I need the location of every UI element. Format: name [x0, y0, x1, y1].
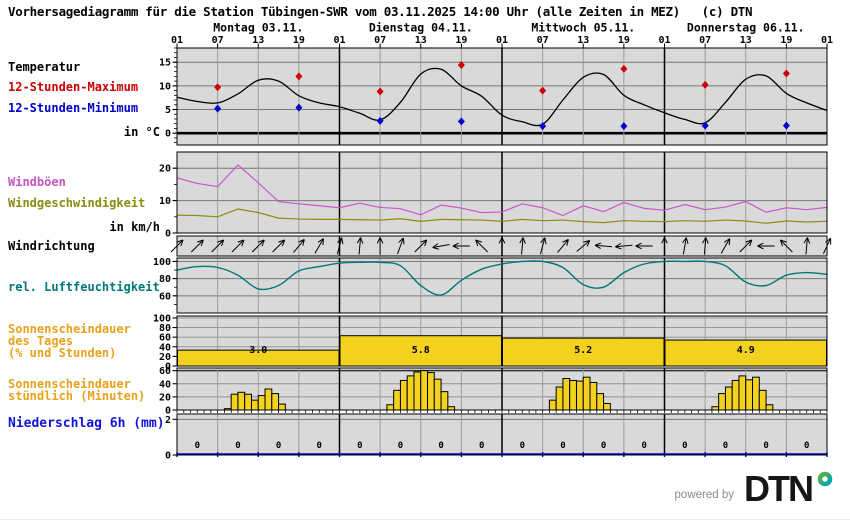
svg-text:13: 13 [740, 35, 752, 46]
svg-text:0: 0 [235, 441, 240, 451]
svg-text:100: 100 [153, 313, 171, 324]
svg-text:0: 0 [165, 229, 171, 240]
svg-text:2: 2 [165, 415, 171, 426]
label-12h-maximum: 12-Stunden-Maximum [8, 80, 139, 94]
svg-text:40: 40 [159, 342, 171, 353]
svg-text:01: 01 [333, 35, 345, 46]
svg-text:0: 0 [520, 441, 525, 451]
label-12h-minimum: 12-Stunden-Minimum [8, 101, 139, 115]
svg-text:100: 100 [153, 257, 171, 268]
svg-text:01: 01 [496, 35, 508, 46]
svg-text:80: 80 [159, 274, 171, 285]
dtn-logo: DTN [744, 468, 833, 509]
label-wind-unit: in km/h [109, 220, 160, 234]
temperature-panel [176, 61, 828, 131]
label-luftfeuchtigkeit: rel. Luftfeuchtigkeit [8, 280, 160, 294]
label-sonne-tag-1: Sonnenscheindauer [8, 322, 131, 336]
svg-text:20: 20 [159, 352, 171, 363]
footer: powered by DTN [675, 468, 838, 510]
svg-text:0: 0 [601, 441, 606, 451]
svg-text:0: 0 [804, 441, 809, 451]
svg-text:0: 0 [438, 441, 443, 451]
svg-text:0: 0 [165, 362, 171, 373]
sunshine-hourly-panel [176, 370, 828, 413]
label-windgeschwindigkeit: Windgeschwindigkeit [8, 196, 146, 210]
svg-text:60: 60 [159, 333, 171, 344]
svg-text:0: 0 [641, 441, 646, 451]
svg-text:19: 19 [780, 35, 792, 46]
svg-text:01: 01 [658, 35, 670, 46]
label-niederschlag: Niederschlag 6h (mm) [8, 416, 165, 431]
svg-text:0: 0 [560, 441, 565, 451]
svg-text:0: 0 [195, 441, 200, 451]
svg-text:Mittwoch 05.11.: Mittwoch 05.11. [531, 21, 635, 35]
svg-text:13: 13 [252, 35, 264, 46]
svg-text:60: 60 [159, 366, 171, 377]
wind-panel [176, 164, 828, 224]
svg-text:10: 10 [159, 81, 171, 92]
label-sonne-tag-3: (% und Stunden) [8, 346, 117, 360]
dtn-logo-text: DTN [744, 468, 812, 509]
svg-text:Donnerstag 06.11.: Donnerstag 06.11. [687, 21, 805, 35]
svg-text:0: 0 [479, 441, 484, 451]
svg-text:13: 13 [415, 35, 427, 46]
chart-title: Vorhersagediagramm für die Station Tübin… [8, 4, 753, 19]
svg-text:0: 0 [398, 441, 403, 451]
svg-text:01: 01 [821, 35, 833, 46]
svg-text:5: 5 [165, 105, 171, 116]
svg-text:5.8: 5.8 [412, 345, 430, 356]
powered-by-label: powered by [674, 489, 734, 501]
humidity-panel [176, 260, 828, 296]
svg-text:0: 0 [165, 406, 171, 417]
svg-text:0: 0 [165, 129, 171, 140]
label-sonne-tag-2: des Tages [8, 334, 74, 348]
svg-text:Dienstag 04.11.: Dienstag 04.11. [369, 21, 473, 35]
svg-text:07: 07 [212, 35, 224, 46]
svg-text:10: 10 [159, 196, 171, 207]
svg-text:3.0: 3.0 [249, 345, 267, 356]
svg-text:0: 0 [682, 441, 687, 451]
svg-text:19: 19 [293, 35, 305, 46]
svg-text:07: 07 [699, 35, 711, 46]
svg-text:0: 0 [723, 441, 728, 451]
svg-text:0: 0 [165, 451, 171, 462]
bottom-divider [0, 519, 850, 520]
label-windrichtung: Windrichtung [8, 239, 95, 253]
svg-text:0: 0 [357, 441, 362, 451]
svg-text:07: 07 [374, 35, 386, 46]
sunshine-daily-panel: 3.0 5.8 5.2 4.9 [177, 335, 827, 367]
svg-text:15: 15 [159, 58, 171, 69]
label-sonne-std-2: stündlich (Minuten) [8, 389, 146, 403]
svg-text:80: 80 [159, 323, 171, 334]
svg-text:0: 0 [316, 441, 321, 451]
svg-text:0: 0 [276, 441, 281, 451]
svg-text:20: 20 [159, 164, 171, 175]
svg-text:19: 19 [618, 35, 630, 46]
svg-text:5.2: 5.2 [574, 345, 592, 356]
label-sonne-std-1: Sonnenscheindauer [8, 377, 131, 391]
svg-text:01: 01 [171, 35, 183, 46]
svg-text:20: 20 [159, 392, 171, 403]
svg-text:13: 13 [577, 35, 589, 46]
svg-text:40: 40 [159, 379, 171, 390]
svg-text:07: 07 [537, 35, 549, 46]
dtn-logo-dot-icon [817, 471, 833, 487]
svg-text:0: 0 [763, 441, 768, 451]
label-temp-unit: in °C [123, 125, 160, 139]
svg-text:60: 60 [159, 291, 171, 302]
label-temperatur: Temperatur [8, 60, 81, 74]
label-windboeen: Windböen [8, 175, 66, 189]
svg-text:Montag 03.11.: Montag 03.11. [213, 21, 303, 35]
svg-text:19: 19 [455, 35, 467, 46]
svg-text:4.9: 4.9 [737, 345, 755, 356]
